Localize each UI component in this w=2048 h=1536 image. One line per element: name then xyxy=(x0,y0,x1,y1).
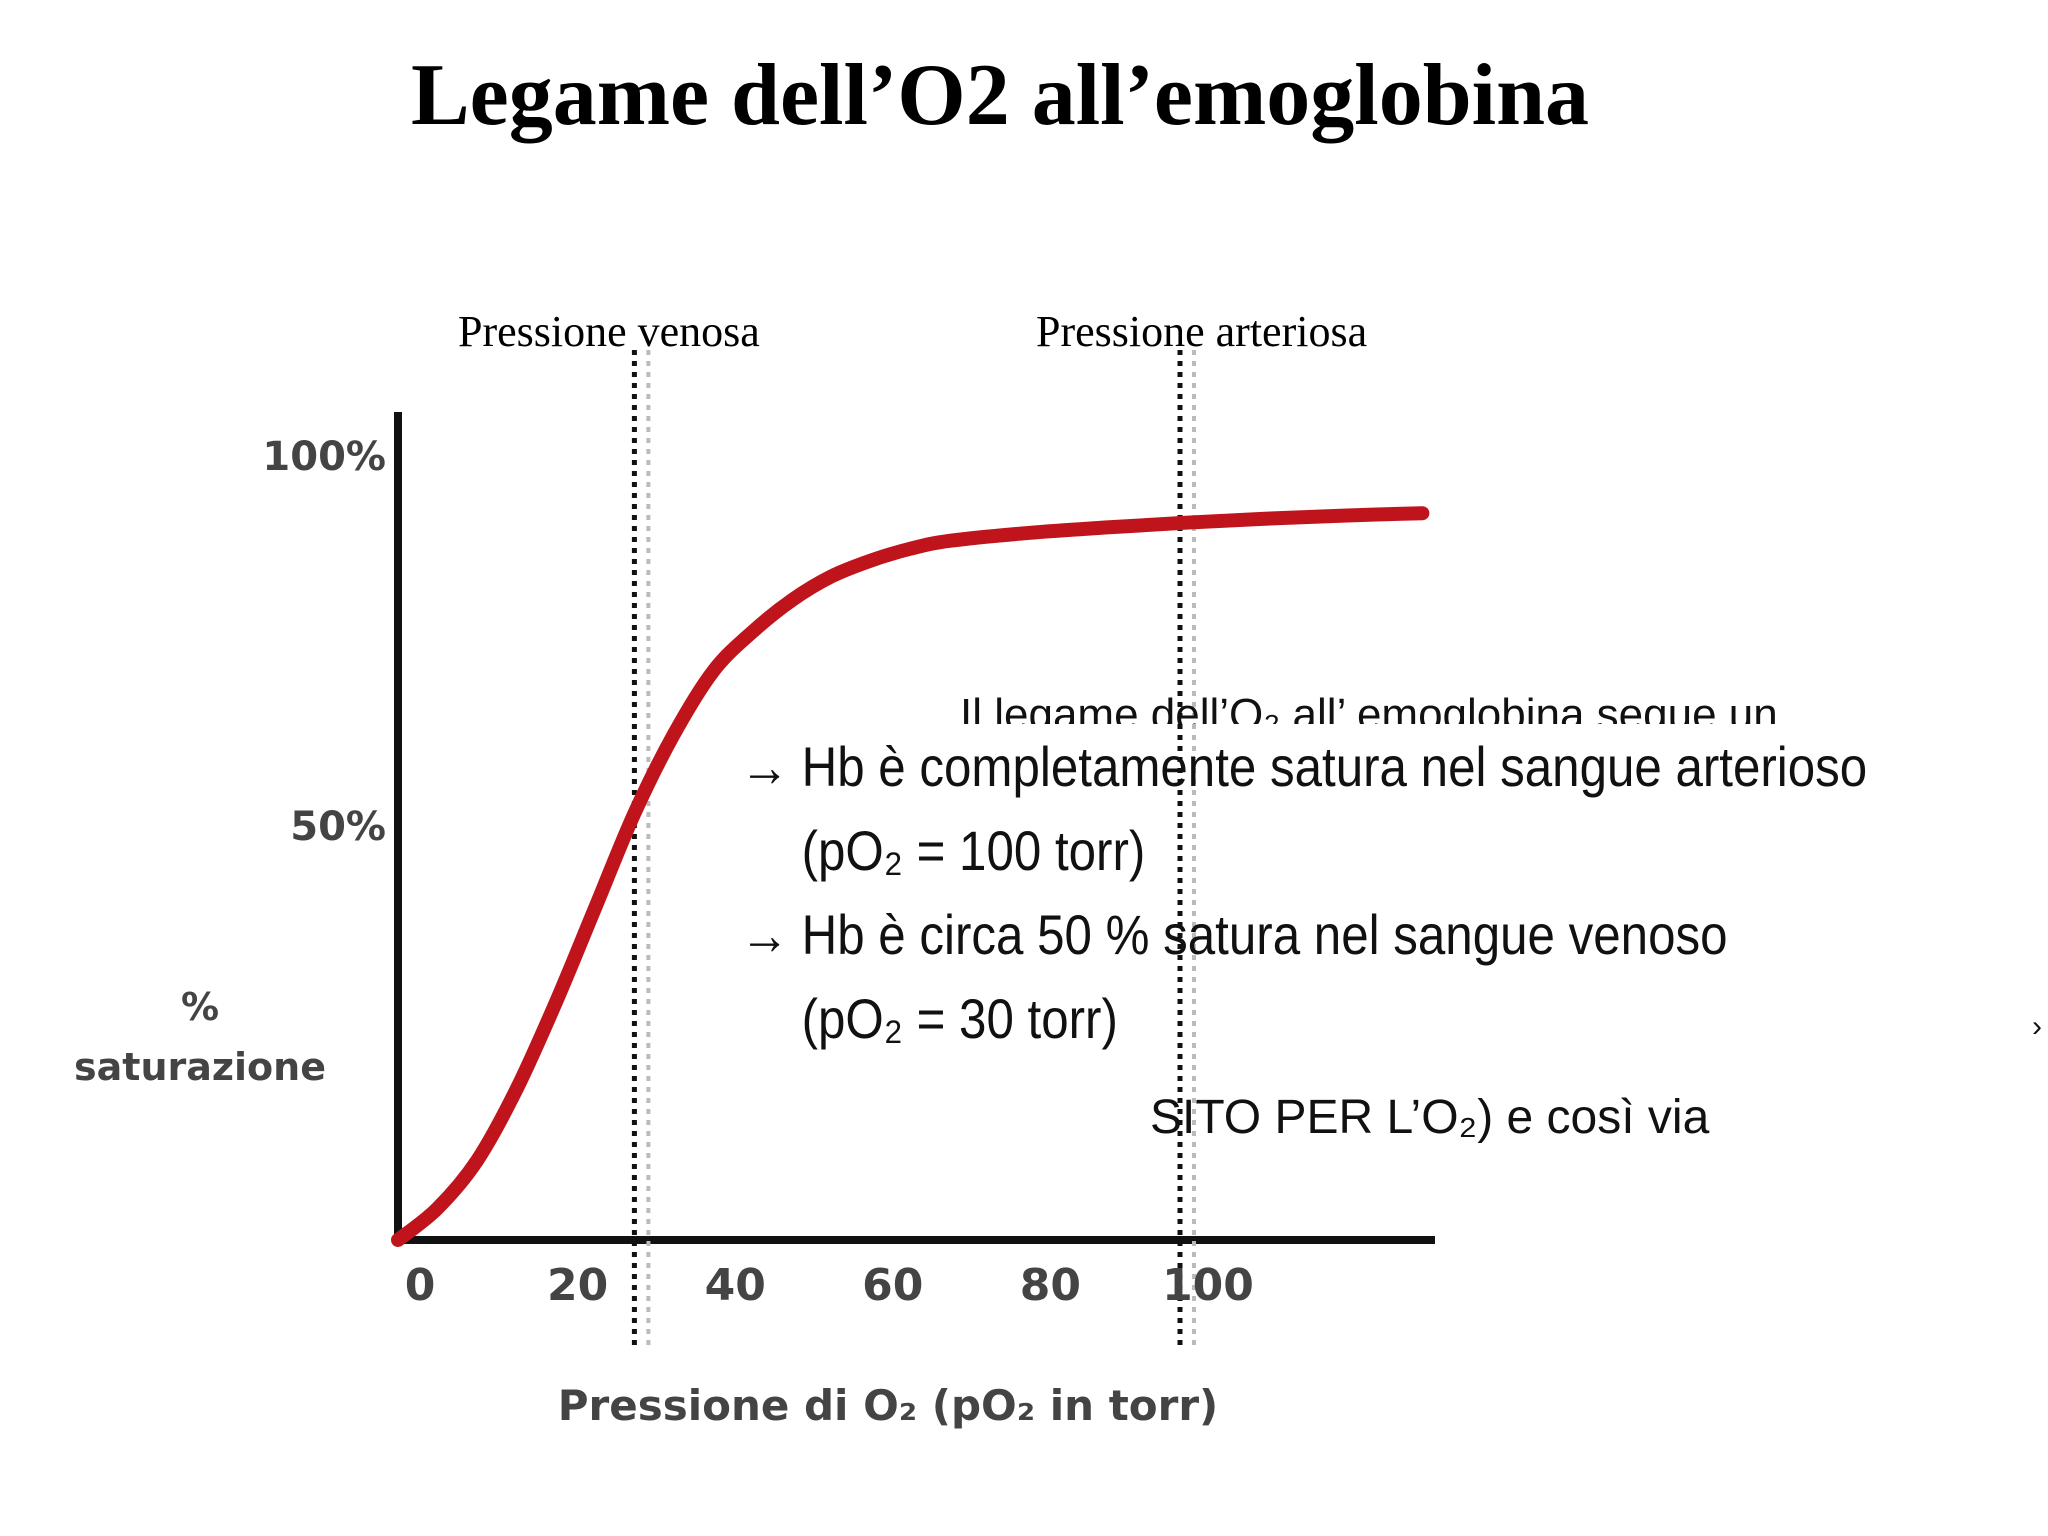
y-tick-labels: 100% 50% xyxy=(262,434,386,850)
arrow-icon: → xyxy=(740,903,790,966)
y-axis-label-symbol: % xyxy=(181,985,219,1029)
x-tick-label: 60 xyxy=(862,1260,923,1311)
x-tick-label: 80 xyxy=(1020,1260,1081,1311)
y-axis-label: saturazione xyxy=(74,1045,326,1089)
x-tick-labels: 0 20 40 60 80 100 xyxy=(405,1260,1254,1311)
partial-text-top: Il legame dell’O₂ all’ emoglobina segue … xyxy=(960,690,1778,724)
x-axis-label: Pressione di O₂ (pO₂ in torr) xyxy=(558,1381,1219,1430)
bullet-1: → Hb è completamente satura nel sangue ar… xyxy=(740,725,1884,809)
bullet-2-sub: (pO₂ = 30 torr) xyxy=(801,987,1118,1050)
slide-title: Legame dell’O2 all’emoglobina xyxy=(410,47,1590,144)
bullet-1-sub: (pO₂ = 100 torr) xyxy=(801,819,1146,882)
saturation-curve xyxy=(391,506,1430,1247)
bullet-1-text: Hb è completamente satura nel sangue art… xyxy=(801,735,1868,798)
y-tick-label: 50% xyxy=(290,804,386,850)
bullet-2: → Hb è circa 50 % satura nel sangue venos… xyxy=(740,893,1884,977)
arrow-icon: → xyxy=(740,735,790,798)
partial-text-top-clip: Il legame dell’O₂ all’ emoglobina segue … xyxy=(960,690,2048,724)
x-tick-label: 100 xyxy=(1162,1260,1254,1311)
venous-pressure-label: Pressione venosa xyxy=(458,307,760,356)
x-tick-label: 20 xyxy=(547,1260,608,1311)
y-tick-label: 100% xyxy=(262,434,386,480)
x-tick-label: 40 xyxy=(705,1260,766,1311)
bullet-2-text: Hb è circa 50 % satura nel sangue venoso xyxy=(801,903,1728,966)
arterial-pressure-label: Pressione arteriosa xyxy=(1036,307,1368,356)
bullet-list: → Hb è completamente satura nel sangue ar… xyxy=(740,725,2040,1061)
stray-mark: › xyxy=(2032,1010,2042,1043)
partial-text-bottom: SITO PER L’O₂) e così via xyxy=(1150,1091,1710,1144)
x-tick-label: 0 xyxy=(405,1260,436,1311)
